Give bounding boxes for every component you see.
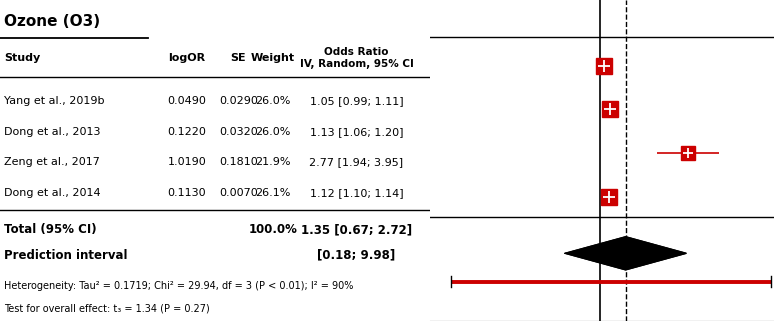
Text: 0.0490: 0.0490 — [167, 96, 207, 106]
Text: Ozone (O3): Ozone (O3) — [5, 14, 101, 30]
Text: 21.9%: 21.9% — [255, 157, 290, 167]
Text: 26.0%: 26.0% — [255, 126, 290, 137]
Text: Yang et al., 2019b: Yang et al., 2019b — [5, 96, 104, 106]
Text: [0.18; 9.98]: [0.18; 9.98] — [317, 249, 396, 262]
Text: Total (95% CI): Total (95% CI) — [5, 223, 97, 236]
Text: 0.0290: 0.0290 — [219, 96, 258, 106]
Text: 26.0%: 26.0% — [255, 96, 290, 106]
Text: Test for overall effect: t₃ = 1.34 (P = 0.27): Test for overall effect: t₃ = 1.34 (P = … — [5, 303, 210, 313]
Polygon shape — [565, 237, 687, 270]
Text: Zeng et al., 2017: Zeng et al., 2017 — [5, 157, 100, 167]
Text: 1.12 [1.10; 1.14]: 1.12 [1.10; 1.14] — [310, 187, 403, 198]
Text: 0.1220: 0.1220 — [167, 126, 207, 137]
Text: 0.1810: 0.1810 — [219, 157, 258, 167]
Text: 1.35 [0.67; 2.72]: 1.35 [0.67; 2.72] — [301, 223, 412, 236]
Text: 1.05 [0.99; 1.11]: 1.05 [0.99; 1.11] — [310, 96, 403, 106]
Text: Prediction interval: Prediction interval — [5, 249, 128, 262]
Text: 2.77 [1.94; 3.95]: 2.77 [1.94; 3.95] — [310, 157, 403, 167]
Text: 0.1130: 0.1130 — [167, 187, 206, 198]
Text: Odds Ratio
IV, Random, 95% CI: Odds Ratio IV, Random, 95% CI — [300, 47, 413, 69]
Text: Dong et al., 2014: Dong et al., 2014 — [5, 187, 101, 198]
Text: Study: Study — [5, 53, 40, 63]
Text: 1.13 [1.06; 1.20]: 1.13 [1.06; 1.20] — [310, 126, 403, 137]
Text: Weight: Weight — [251, 53, 295, 63]
Text: 1.0190: 1.0190 — [167, 157, 206, 167]
Text: Heterogeneity: Tau² = 0.1719; Chi² = 29.94, df = 3 (P < 0.01); I² = 90%: Heterogeneity: Tau² = 0.1719; Chi² = 29.… — [5, 281, 354, 291]
Text: SE: SE — [231, 53, 246, 63]
Text: 0.0320: 0.0320 — [219, 126, 258, 137]
Text: 0.0070: 0.0070 — [219, 187, 258, 198]
Text: Dong et al., 2013: Dong et al., 2013 — [5, 126, 101, 137]
Text: logOR: logOR — [168, 53, 205, 63]
Text: 26.1%: 26.1% — [255, 187, 290, 198]
Text: 100.0%: 100.0% — [248, 223, 297, 236]
